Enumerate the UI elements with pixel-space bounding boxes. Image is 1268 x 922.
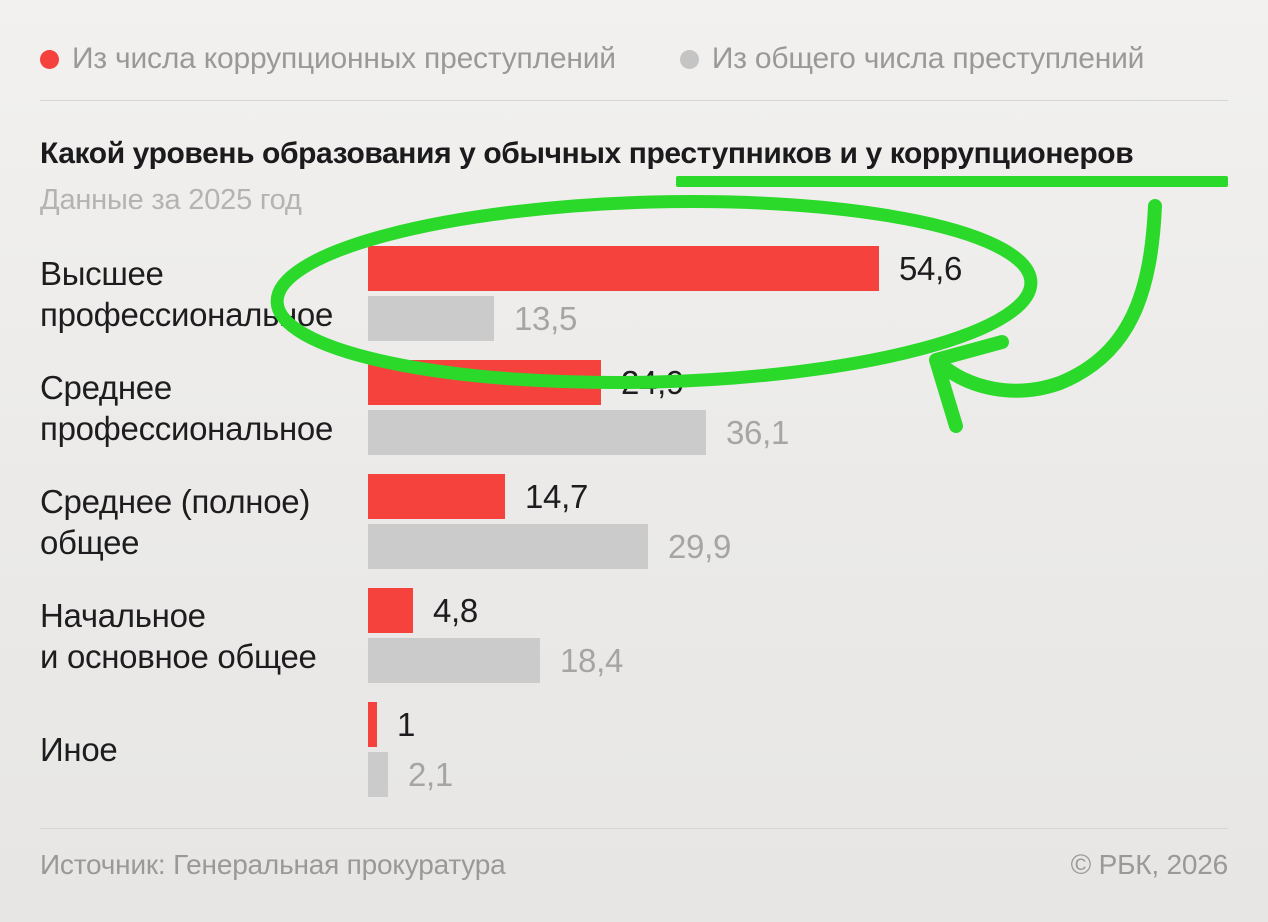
chart-row: Иное 1 2,1	[40, 702, 1228, 797]
bar	[368, 588, 413, 633]
bar-line: 2,1	[368, 752, 453, 797]
copyright-note: © РБК, 2026	[1070, 849, 1229, 880]
legend-label: Из общего числа преступлений	[711, 42, 1145, 75]
value-label: 13,5	[514, 299, 578, 337]
category-label: Среднее (полное) общее	[40, 482, 311, 561]
bar	[368, 638, 540, 683]
header-divider	[40, 100, 1228, 101]
value-label: 2,1	[408, 755, 453, 793]
category-label: Высшее профессиональное	[40, 254, 334, 333]
footer: Источник: Генеральная прокуратура © РБК,…	[40, 849, 1228, 881]
bar	[368, 474, 505, 519]
value-label: 18,4	[560, 641, 624, 679]
bar-line: 13,5	[368, 296, 962, 341]
bar-chart: Высшее профессиональное 54,6 13,5 Среднее про…	[40, 246, 1228, 816]
bar	[368, 752, 388, 797]
value-label: 29,9	[668, 527, 732, 565]
bar	[368, 702, 377, 747]
value-label: 1	[397, 705, 416, 743]
legend-item-corruption: Из числа коррупционных преступлений	[40, 42, 616, 76]
bar	[368, 296, 494, 341]
page-title: Какой уровень образования у обычных прес…	[40, 137, 1134, 170]
green-underline	[676, 176, 1228, 187]
bar	[368, 410, 706, 455]
bar	[368, 246, 879, 291]
category-label: Иное	[40, 731, 118, 768]
value-label: 24,9	[621, 363, 685, 401]
gray-dot-icon	[679, 49, 699, 69]
bar-line: 14,7	[368, 474, 731, 519]
legend: Из числа коррупционных преступлений Из о…	[40, 42, 1228, 76]
bar-line: 4,8	[368, 588, 623, 633]
page-subtitle: Данные за 2025 год	[40, 184, 302, 216]
bar	[368, 524, 648, 569]
bar-line: 1	[368, 702, 453, 747]
bar-line: 24,9	[368, 360, 789, 405]
source-note: Источник: Генеральная прокуратура	[40, 849, 506, 880]
category-label: Среднее профессиональное	[40, 368, 334, 447]
chart-row: Среднее (полное) общее 14,7 29,9	[40, 474, 1228, 569]
red-dot-icon	[40, 49, 59, 69]
chart-row: Среднее профессиональное 24,9 36,1	[40, 360, 1228, 455]
bar	[368, 360, 601, 405]
chart-row: Начальное и основное общее 4,8 18,4	[40, 588, 1228, 683]
bar-line: 29,9	[368, 524, 731, 569]
value-label: 54,6	[899, 249, 963, 287]
legend-label: Из числа коррупционных преступлений	[72, 42, 616, 75]
category-label: Начальное и основное общее	[40, 596, 317, 675]
value-label: 36,1	[726, 413, 790, 451]
chart-row: Высшее профессиональное 54,6 13,5	[40, 246, 1228, 341]
value-label: 14,7	[525, 477, 589, 515]
value-label: 4,8	[433, 591, 478, 629]
legend-item-total: Из общего числа преступлений	[679, 42, 1145, 76]
bar-line: 54,6	[368, 246, 962, 291]
bar-line: 18,4	[368, 638, 623, 683]
footer-divider	[40, 828, 1228, 829]
bar-line: 36,1	[368, 410, 789, 455]
